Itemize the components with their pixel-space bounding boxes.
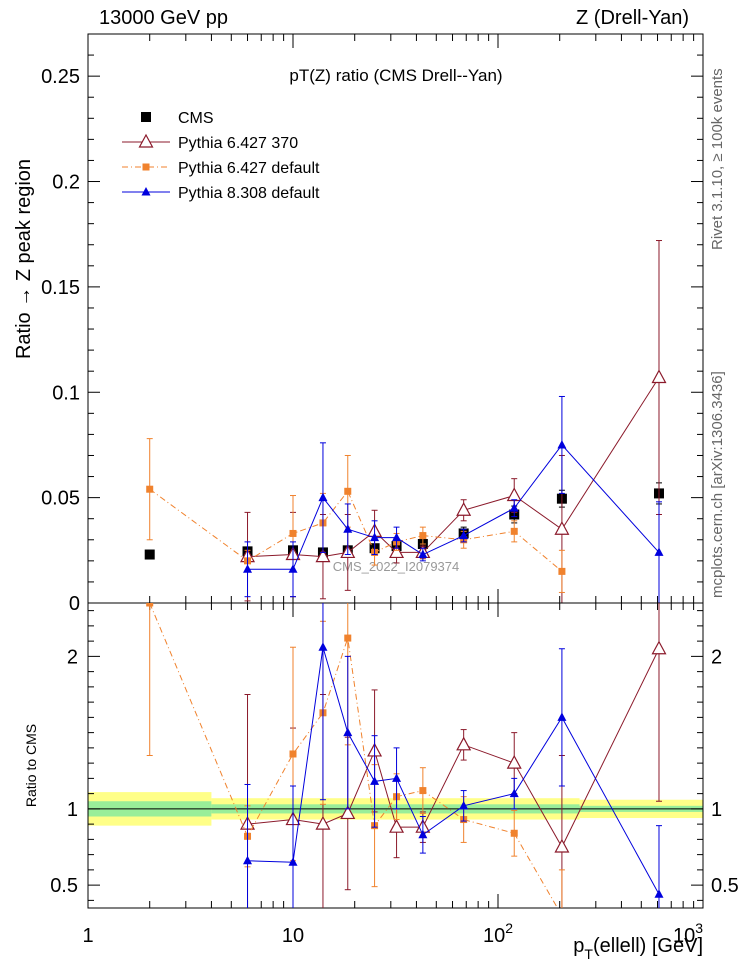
x-tick-label: 102 [483,920,513,947]
data-point [318,642,328,651]
data-point [243,855,253,865]
data-point [419,787,427,795]
legend-label: Pythia 6.427 370 [178,135,298,152]
x-tick-exponent: 2 [505,920,513,936]
series-line [247,444,660,570]
data-point [289,529,297,537]
y-tick-label: 0.5 [50,875,78,897]
legend-marker [138,133,154,148]
y-axis-label: Ratio to CMS [23,724,39,807]
data-point [510,527,518,535]
data-point [289,750,297,758]
x-tick-label: 1 [82,925,93,947]
data-point [509,788,519,798]
x-tick-exponent: 3 [695,920,703,936]
data-point [370,532,380,542]
data-point [418,829,428,839]
data-point [509,503,519,512]
data-point [146,485,154,493]
data-point [558,567,566,575]
x-label-p: p [573,935,584,957]
data-point [288,564,298,573]
data-point [554,838,570,853]
series-line [149,603,559,908]
data-point [370,776,380,785]
y-tick-label: 0 [69,593,80,615]
data-point [389,818,405,833]
data-point [459,530,469,540]
y-tick-label: 0.15 [41,277,80,299]
legend: CMS Pythia 6.427 370 Pythia 6.427 default P… [122,110,320,202]
header-right: Z (Drell-Yan) [576,7,689,29]
series-cms [144,482,664,560]
data-point [459,800,469,810]
data-point [506,754,522,769]
y-tick-label-right: 0.5 [711,875,739,897]
data-point [558,912,565,919]
data-point [419,532,427,540]
rivet-label: Rivet 3.1.10, ≥ 100k events [709,68,726,250]
data-point [344,487,352,495]
y-tick-label: 0.05 [41,488,80,510]
y-axis-label: Ratio → Z peak region [13,159,35,359]
data-point [343,727,353,737]
y-tick-label-right: 1 [711,799,722,821]
x-tick-label: 10 [282,925,304,947]
plot-frame [87,602,704,909]
legend-marker [141,112,151,122]
legend-label: Pythia 8.308 default [178,185,320,202]
series-pythia-6-427-370 [240,240,667,603]
series-pythia-6-427-default [146,603,565,919]
y-tick-label: 1 [67,799,78,821]
data-point [557,712,567,721]
data-point [389,544,405,559]
data-point [340,805,356,820]
data-point [392,773,402,782]
chart-title: pT(Z) ratio (CMS Drell--Yan) [289,66,502,85]
data-point [557,439,567,449]
data-point [651,369,667,384]
series-pythia-8-308-default [243,395,664,603]
data-point [506,487,522,502]
data-point [654,889,664,898]
data-point [510,829,518,837]
x-label-sub: T [584,946,593,962]
header-left: 13000 GeV pp [99,7,228,29]
data-point [392,532,402,542]
legend-label: CMS [178,110,214,127]
data-point [343,524,353,533]
data-point [344,634,352,642]
data-point [288,857,298,866]
data-point [243,564,253,573]
y-tick-label: 2 [67,646,78,668]
series-pythia-8-308-default [243,603,664,908]
data-point [315,548,331,563]
y-tick-label: 0.2 [52,172,80,194]
watermark: CMS_2022_I2079374 [333,559,460,574]
data-point [654,547,664,556]
legend-label: Pythia 6.427 default [178,160,320,177]
data-point [318,492,328,502]
x-axis-label: pT(ellell) [GeV] [573,935,703,962]
legend-marker [142,163,150,171]
data-point [554,520,570,535]
legend-marker [141,187,151,196]
data-point [146,603,154,607]
data-point [456,502,472,516]
main-plot-panel: 0 0.05 0.1 0.15 0.2 0.25 Ratio → Z peak region… [13,33,704,615]
series-line [247,647,660,895]
y-tick-label-right: 2 [711,646,722,668]
data-point [144,549,155,560]
mcplots-label: mcplots.cern.ch [arXiv:1306.3436] [709,371,726,598]
data-point [315,815,331,830]
x-label-rest: (ellell) [GeV] [593,935,703,957]
y-tick-label: 0.1 [52,382,80,404]
data-point [651,640,667,655]
y-tick-label: 0.25 [41,66,80,88]
data-point [456,736,472,751]
data-point [418,549,428,559]
